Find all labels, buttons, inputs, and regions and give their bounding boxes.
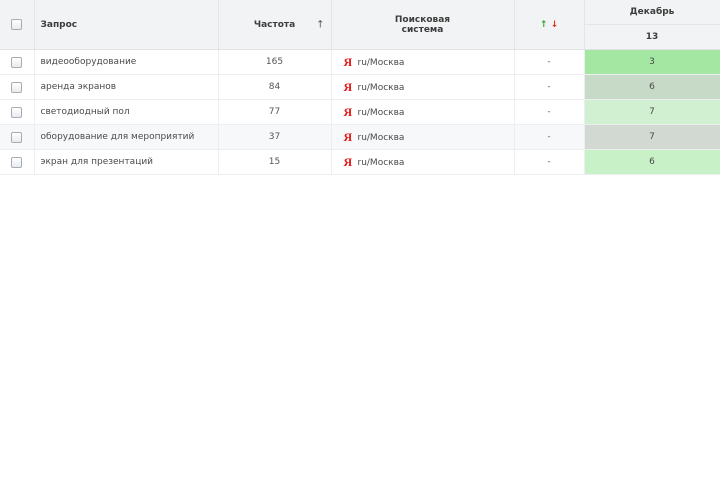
row-checkbox[interactable] bbox=[11, 56, 23, 68]
frequency-cell: 77 bbox=[218, 99, 332, 125]
region-label: ru/Москва bbox=[357, 157, 405, 168]
change-column-header[interactable]: ↑ ↓ bbox=[514, 0, 585, 50]
arrow-down-icon: ↓ bbox=[550, 19, 559, 30]
select-all-cell bbox=[0, 0, 35, 50]
frequency-cell: 15 bbox=[218, 149, 332, 175]
row-check-cell bbox=[0, 49, 35, 75]
region-label: ru/Москва bbox=[357, 132, 405, 143]
change-cell: - bbox=[514, 149, 585, 175]
position-cell: 7 bbox=[584, 124, 720, 150]
change-cell: - bbox=[514, 74, 585, 100]
yandex-icon: Я bbox=[343, 104, 353, 119]
search-engine-column-header: Поисковая система bbox=[331, 0, 515, 50]
row-checkbox[interactable] bbox=[11, 156, 23, 168]
search-engine-header-line1: Поисковая bbox=[394, 14, 451, 25]
select-all-checkbox[interactable] bbox=[11, 19, 23, 30]
frequency-cell: 84 bbox=[218, 74, 332, 100]
yandex-icon: Я bbox=[343, 129, 353, 144]
row-check-cell bbox=[0, 74, 35, 100]
position-cell: 3 bbox=[584, 49, 720, 75]
month-header: Декабрь bbox=[584, 0, 720, 25]
query-column-header[interactable]: Запрос bbox=[34, 0, 219, 50]
search-engine-header-line2: система bbox=[401, 24, 444, 35]
change-cell: - bbox=[514, 49, 585, 75]
date-label: 13 bbox=[645, 32, 659, 42]
region-label: ru/Москва bbox=[357, 82, 405, 93]
row-checkbox[interactable] bbox=[11, 81, 23, 93]
yandex-icon: Я bbox=[343, 154, 353, 169]
query-cell[interactable]: видеооборудование bbox=[34, 49, 219, 75]
row-checkbox[interactable] bbox=[11, 131, 23, 143]
date-column-header[interactable]: 13 bbox=[584, 24, 720, 50]
yandex-icon: Я bbox=[343, 54, 353, 69]
frequency-column-header[interactable]: Частота ↑ bbox=[218, 0, 332, 50]
query-cell[interactable]: экран для презентаций bbox=[34, 149, 219, 175]
position-cell: 7 bbox=[584, 99, 720, 125]
row-check-cell bbox=[0, 124, 35, 150]
position-cell: 6 bbox=[584, 74, 720, 100]
query-cell[interactable]: оборудование для мероприятий bbox=[34, 124, 219, 150]
frequency-header-label: Частота bbox=[253, 19, 296, 30]
row-checkbox[interactable] bbox=[11, 106, 23, 118]
region-label: ru/Москва bbox=[357, 107, 405, 118]
sort-arrow-up-icon[interactable]: ↑ bbox=[316, 19, 325, 30]
yandex-icon: Я bbox=[343, 79, 353, 94]
frequency-cell: 165 bbox=[218, 49, 332, 75]
change-cell: - bbox=[514, 124, 585, 150]
change-cell: - bbox=[514, 99, 585, 125]
frequency-cell: 37 bbox=[218, 124, 332, 150]
positions-table: Запрос Частота ↑ Поисковая система ↑ ↓ Д… bbox=[0, 0, 720, 175]
position-cell: 6 bbox=[584, 149, 720, 175]
arrow-up-icon: ↑ bbox=[539, 19, 548, 30]
query-header-label: Запрос bbox=[40, 19, 78, 30]
query-cell[interactable]: светодиодный пол bbox=[34, 99, 219, 125]
region-label: ru/Москва bbox=[357, 57, 405, 68]
month-label: Декабрь bbox=[629, 7, 675, 17]
row-check-cell bbox=[0, 99, 35, 125]
query-cell[interactable]: аренда экранов bbox=[34, 74, 219, 100]
row-check-cell bbox=[0, 149, 35, 175]
